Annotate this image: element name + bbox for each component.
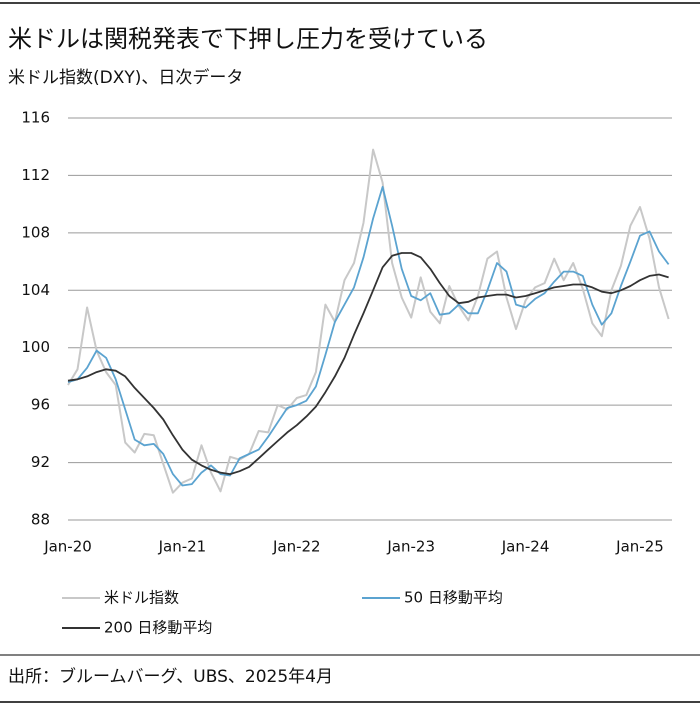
y-tick-label: 100 [21, 338, 50, 356]
x-tick-label: Jan-23 [386, 538, 435, 556]
y-tick-label: 88 [31, 511, 50, 529]
y-tick-label: 112 [21, 166, 50, 184]
chart-title: 米ドルは関税発表で下押し圧力を受けている [8, 25, 488, 53]
x-tick-label: Jan-25 [615, 538, 664, 556]
x-tick-label: Jan-24 [501, 538, 550, 556]
y-tick-label: 116 [21, 109, 50, 127]
series-line [67, 186, 670, 487]
y-tick-label: 96 [31, 396, 50, 414]
legend-label: 50 日移動平均 [404, 589, 503, 607]
x-tick-label: Jan-22 [272, 538, 321, 556]
x-tick-label: Jan-20 [43, 538, 92, 556]
source: 出所：ブルームバーグ、UBS、2025年4月 [8, 666, 333, 687]
chart-subtitle: 米ドル指数(DXY)、日次データ [8, 67, 243, 88]
legend-label: 200 日移動平均 [104, 619, 212, 637]
series-line [67, 252, 669, 475]
y-tick-label: 104 [21, 281, 50, 299]
x-tick-label: Jan-21 [158, 538, 207, 556]
series-line [67, 148, 670, 494]
y-tick-label: 108 [21, 223, 50, 241]
y-tick-label: 92 [31, 453, 50, 471]
legend-label: 米ドル指数 [104, 589, 179, 607]
